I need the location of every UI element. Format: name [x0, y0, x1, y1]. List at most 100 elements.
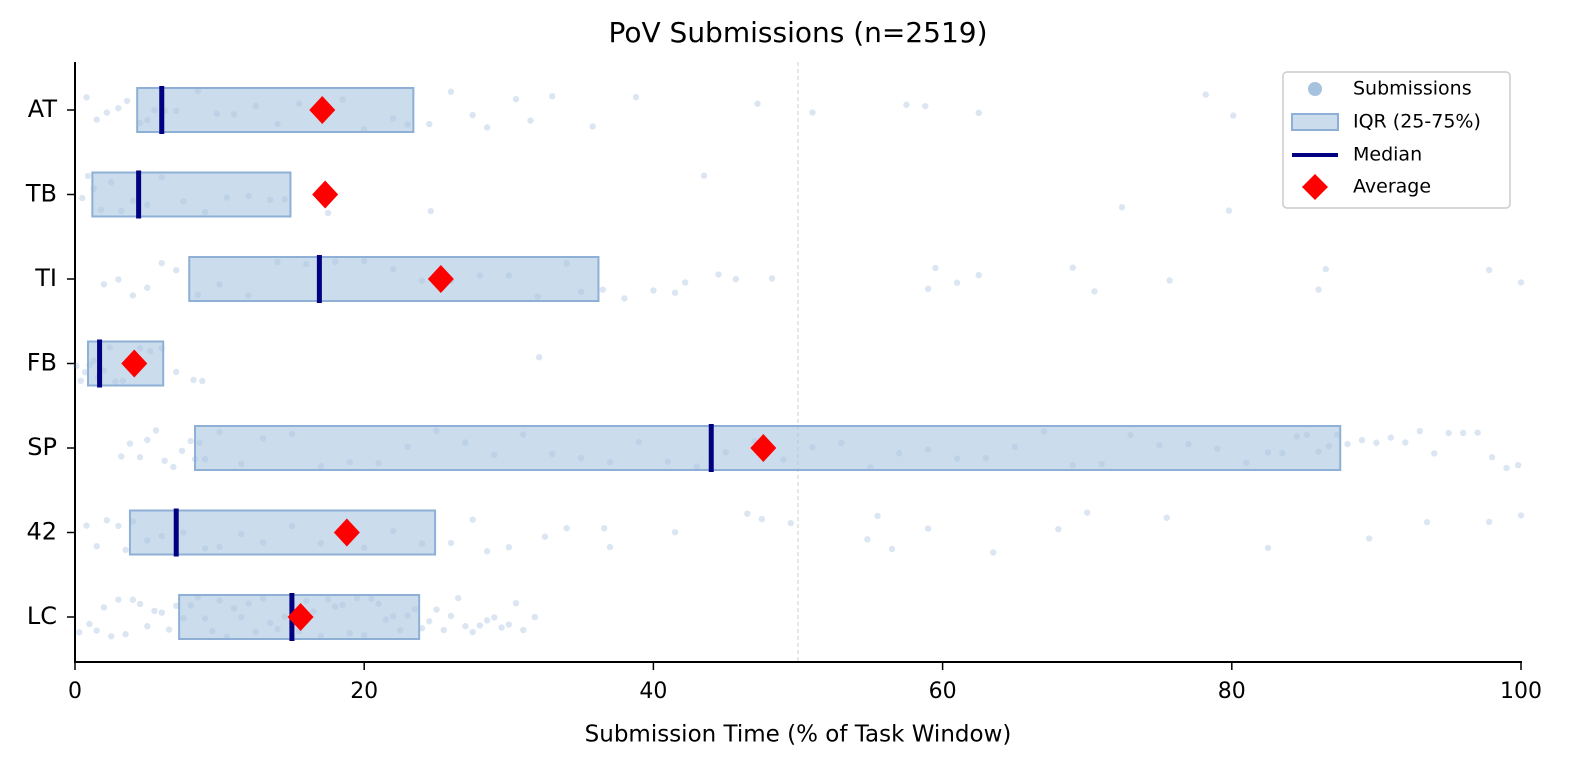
submission-point: [83, 94, 90, 101]
submission-point: [483, 124, 491, 131]
submission-point: [924, 525, 932, 532]
submission-point: [447, 612, 455, 620]
submission-point: [864, 536, 871, 543]
submission-point: [1358, 436, 1366, 444]
submission-point: [93, 116, 100, 123]
submission-point: [118, 453, 125, 460]
submission-point: [136, 453, 144, 461]
chart-title: PoV Submissions (n=2519): [608, 16, 987, 49]
submission-point: [190, 376, 197, 384]
submission-point: [1416, 427, 1423, 435]
submission-point: [520, 626, 527, 634]
x-tick-label: 40: [639, 679, 667, 704]
submission-point: [426, 120, 433, 128]
y-tick-label: FB: [27, 349, 57, 377]
submission-point: [144, 284, 151, 291]
submission-point: [122, 631, 129, 638]
submission-point: [115, 276, 122, 283]
submission-point: [903, 101, 910, 108]
submission-point: [682, 279, 689, 286]
submission-point: [1230, 112, 1237, 119]
submission-point: [161, 457, 168, 464]
submission-point: [170, 463, 177, 471]
submission-point: [173, 267, 180, 274]
submission-point: [103, 109, 111, 116]
legend-label: Average: [1353, 176, 1431, 198]
submission-point: [433, 606, 440, 613]
submission-point: [491, 614, 498, 621]
legend-marker: [1291, 113, 1339, 131]
submission-point: [874, 512, 881, 520]
submission-point: [953, 279, 961, 286]
submission-point: [1373, 439, 1380, 446]
submission-point: [73, 362, 80, 370]
legend-label: Submissions: [1353, 78, 1472, 100]
submission-point: [512, 95, 520, 103]
submission-point: [589, 123, 596, 130]
submission-point: [469, 628, 476, 636]
submission-point: [165, 626, 173, 633]
submission-point: [129, 596, 137, 603]
submission-point: [650, 287, 657, 294]
submission-point: [84, 172, 92, 180]
submission-point: [1344, 440, 1351, 448]
submission-point: [512, 599, 520, 607]
submission-point: [1459, 429, 1467, 437]
iqr-box: [136, 87, 415, 133]
submission-point: [1166, 277, 1173, 284]
x-axis-label: Submission Time (% of Task Window): [585, 722, 1012, 748]
submission-point: [498, 624, 505, 631]
submission-point: [100, 281, 108, 288]
submission-point: [754, 100, 761, 107]
submission-point: [1474, 429, 1481, 436]
submission-point: [178, 447, 186, 455]
submission-point: [123, 97, 131, 105]
submission-point: [1387, 434, 1395, 441]
submission-point: [447, 88, 455, 95]
submission-point: [700, 172, 708, 179]
submission-point: [440, 626, 447, 634]
submission-point: [1485, 266, 1493, 274]
submission-point: [541, 533, 549, 540]
submission-point: [144, 436, 151, 444]
submission-point: [1084, 509, 1091, 516]
submission-point: [93, 627, 100, 634]
submission-point: [1118, 204, 1126, 211]
submission-point: [173, 602, 180, 610]
iqr-box: [188, 256, 600, 302]
submission-point: [115, 104, 122, 112]
submission-point: [454, 594, 462, 602]
submission-point: [599, 286, 606, 293]
submission-point: [1055, 525, 1062, 533]
submission-point: [76, 629, 83, 636]
x-tick-label: 100: [1500, 679, 1542, 704]
submission-point: [126, 440, 134, 447]
submission-point: [1517, 512, 1525, 519]
submission-point: [93, 543, 100, 550]
submission-point: [1202, 91, 1209, 98]
submission-point: [535, 354, 543, 361]
submission-point: [115, 596, 122, 603]
submission-point: [476, 622, 484, 629]
submission-point: [1423, 518, 1431, 526]
submission-point: [173, 368, 180, 376]
submission-point: [744, 510, 751, 517]
submission-point: [1225, 207, 1233, 214]
submission-point: [1069, 264, 1076, 271]
submission-point: [469, 111, 476, 119]
submission-point: [427, 207, 434, 215]
submission-point: [483, 548, 491, 555]
x-tick-label: 20: [350, 679, 378, 704]
mean-marker: [427, 265, 454, 293]
y-tick-label: AT: [28, 95, 58, 123]
submission-point: [1431, 450, 1438, 457]
submission-point: [1485, 518, 1493, 526]
submission-point: [548, 92, 556, 100]
submission-point: [671, 289, 679, 296]
submission-point: [1163, 514, 1170, 521]
submission-point: [1488, 454, 1496, 461]
submission-point: [505, 621, 512, 628]
submission-point: [122, 546, 129, 554]
submission-point: [1315, 286, 1322, 293]
